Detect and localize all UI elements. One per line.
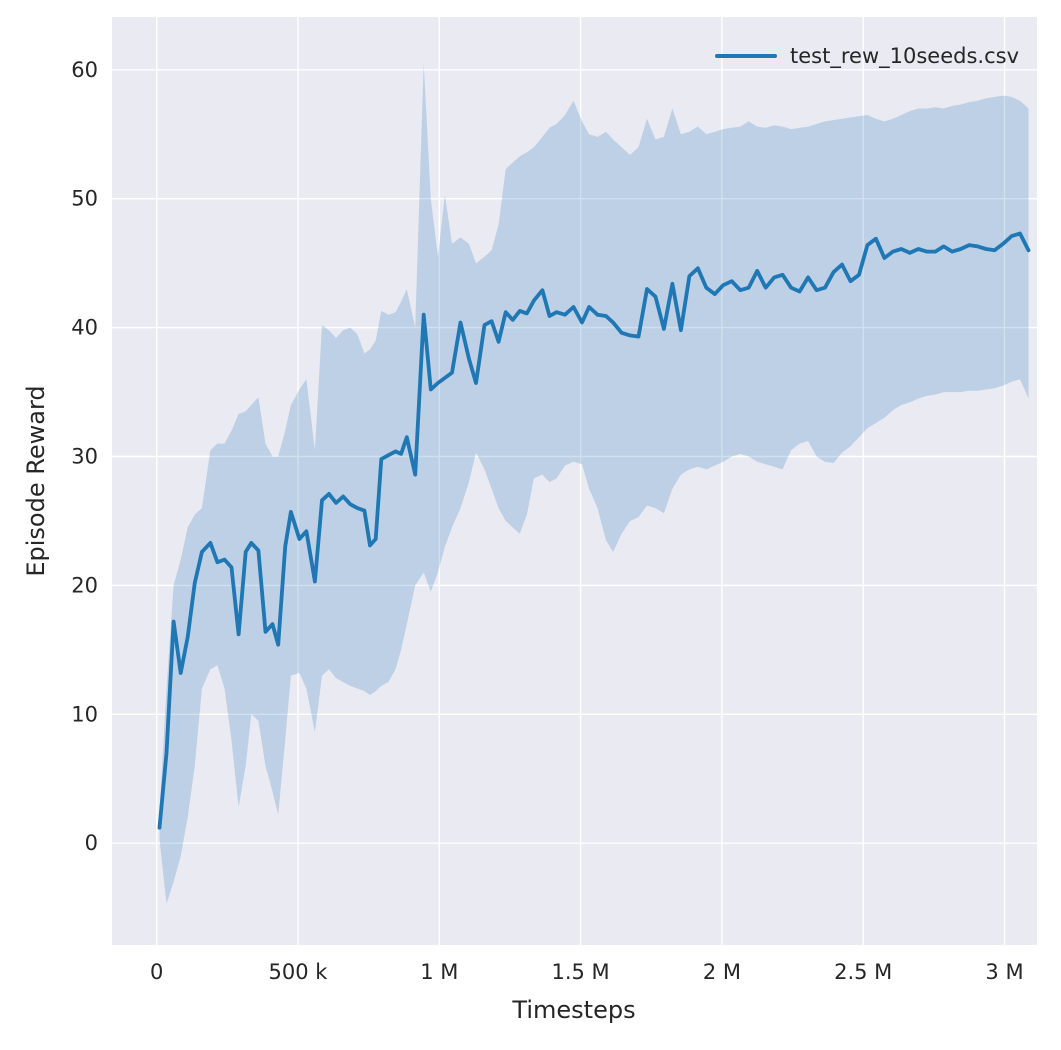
- y-tick-label: 0: [85, 831, 98, 855]
- legend-label: test_rew_10seeds.csv: [790, 44, 1019, 68]
- y-tick-label: 50: [71, 187, 98, 211]
- y-tick-label: 60: [71, 58, 98, 82]
- legend-line-swatch: [715, 54, 778, 58]
- x-tick-label: 2.5 M: [834, 960, 892, 984]
- x-tick-label: 2 M: [703, 960, 741, 984]
- x-axis-label: Timesteps: [512, 996, 636, 1024]
- y-axis-label: Episode Reward: [22, 385, 50, 577]
- y-tick-label: 10: [71, 702, 98, 726]
- y-tick-label: 20: [71, 573, 98, 597]
- plot-area: [112, 17, 1037, 945]
- x-tick-label: 0: [150, 960, 163, 984]
- legend: test_rew_10seeds.csv: [715, 44, 1019, 68]
- x-tick-label: 3 M: [985, 960, 1023, 984]
- x-tick-label: 1 M: [420, 960, 458, 984]
- x-tick-label: 500 k: [269, 960, 329, 984]
- y-tick-label: 40: [71, 316, 98, 340]
- x-tick-label: 1.5 M: [551, 960, 609, 984]
- mean-line: [157, 231, 1031, 830]
- y-tick-label: 30: [71, 445, 98, 469]
- confidence-band: [159, 63, 1029, 904]
